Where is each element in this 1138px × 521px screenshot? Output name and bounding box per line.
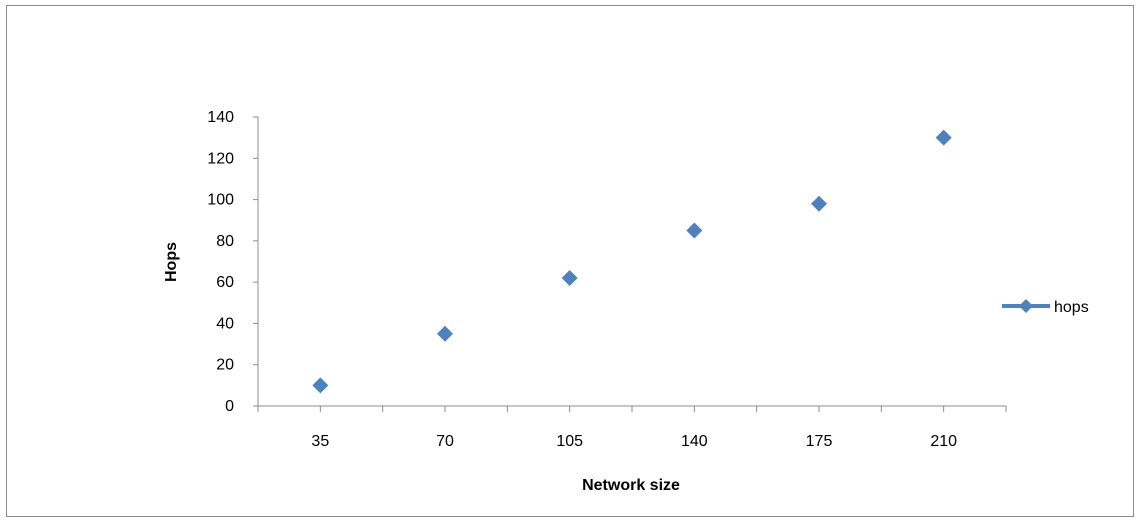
y-tick-labels: 0 20 40 60 80 100 120 140 (207, 109, 234, 415)
y-tick-label: 100 (207, 192, 234, 209)
y-tick-label: 40 (216, 315, 234, 332)
x-tick-label: 105 (556, 433, 583, 450)
legend: hops (1002, 299, 1089, 316)
y-tick-label: 120 (207, 150, 234, 167)
y-tick-label: 80 (216, 233, 234, 250)
axes (253, 116, 1007, 412)
data-point (686, 222, 703, 239)
x-tick-label: 175 (806, 433, 833, 450)
x-tick-label: 35 (311, 433, 329, 450)
x-tick-label: 210 (930, 433, 957, 450)
x-tick-labels: 35 70 105 140 175 210 (311, 433, 957, 450)
x-axis-title: Network size (582, 477, 680, 494)
data-point (935, 129, 952, 146)
data-point (312, 377, 329, 394)
data-point (811, 195, 827, 212)
legend-marker (1019, 299, 1033, 313)
data-points (312, 129, 952, 394)
y-tick-label: 20 (216, 357, 234, 374)
data-point (561, 270, 578, 287)
y-tick-label: 0 (225, 398, 234, 415)
y-axis-title: Hops (163, 242, 180, 282)
x-tick-label: 70 (436, 433, 454, 450)
legend-label: hops (1054, 299, 1089, 316)
y-tick-label: 140 (207, 109, 234, 126)
chart-frame (6, 5, 1134, 517)
x-tick-label: 140 (681, 433, 708, 450)
data-point (437, 325, 453, 342)
y-tick-label: 60 (216, 274, 234, 291)
